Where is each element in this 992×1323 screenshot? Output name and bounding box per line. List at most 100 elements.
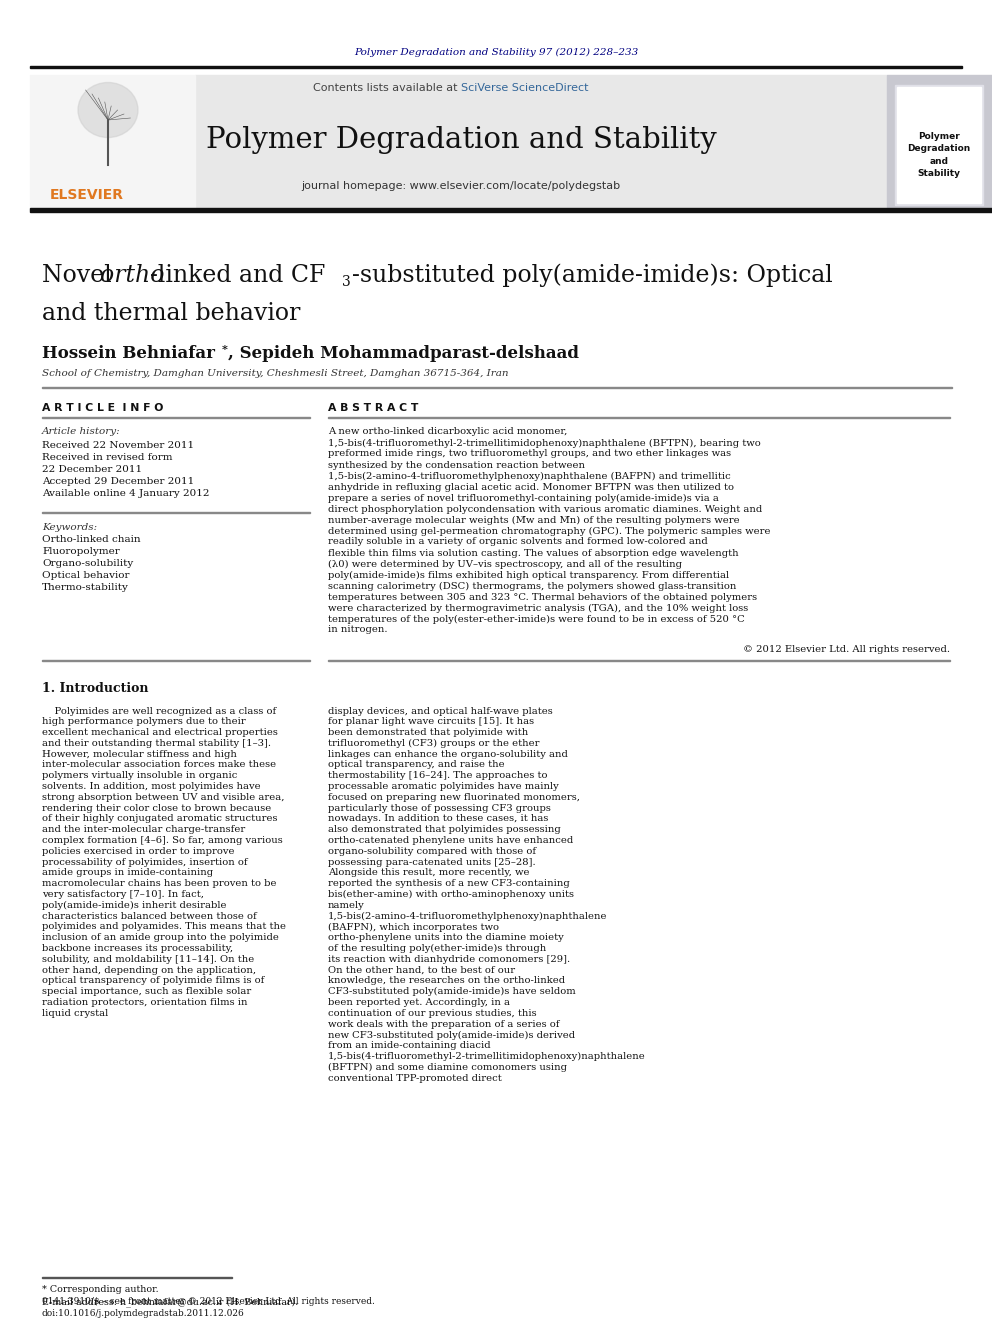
Text: (BAFPN), which incorporates two: (BAFPN), which incorporates two [328, 922, 499, 931]
Text: -substituted poly(amide-imide)s: Optical: -substituted poly(amide-imide)s: Optical [352, 263, 832, 287]
Text: solubility, and moldability [11–14]. On the: solubility, and moldability [11–14]. On … [42, 955, 254, 964]
Bar [30, 66, 962, 67]
Text: journal homepage: www.elsevier.com/locate/polydegstab: journal homepage: www.elsevier.com/locat… [302, 181, 621, 191]
Text: were characterized by thermogravimetric analysis (TGA), and the 10% weight loss: were characterized by thermogravimetric … [328, 603, 748, 613]
Text: amide groups in imide-containing: amide groups in imide-containing [42, 868, 213, 877]
Text: Fluoropolymer: Fluoropolymer [42, 548, 120, 557]
Text: solvents. In addition, most polyimides have: solvents. In addition, most polyimides h… [42, 782, 261, 791]
Text: Article history:: Article history: [42, 427, 121, 437]
Text: inclusion of an amide group into the polyimide: inclusion of an amide group into the pol… [42, 933, 279, 942]
Bar [195, 75, 887, 210]
Text: -linked and CF: -linked and CF [150, 263, 325, 287]
Text: 0141-3910/$ – see front matter © 2012 Elsevier Ltd. All rights reserved.: 0141-3910/$ – see front matter © 2012 El… [42, 1298, 375, 1307]
Text: Polymer Degradation and Stability 97 (2012) 228–233: Polymer Degradation and Stability 97 (20… [354, 48, 638, 57]
Text: in nitrogen.: in nitrogen. [328, 626, 388, 635]
Text: polymers virtually insoluble in organic: polymers virtually insoluble in organic [42, 771, 237, 781]
Text: display devices, and optical half-wave plates: display devices, and optical half-wave p… [328, 706, 553, 716]
Text: temperatures between 305 and 323 °C. Thermal behaviors of the obtained polymers: temperatures between 305 and 323 °C. The… [328, 593, 757, 602]
Text: flexible thin films via solution casting. The values of absorption edge waveleng: flexible thin films via solution casting… [328, 549, 739, 557]
Text: characteristics balanced between those of: characteristics balanced between those o… [42, 912, 257, 921]
Text: Contents lists available at: Contents lists available at [313, 83, 461, 93]
Text: Ortho-linked chain: Ortho-linked chain [42, 536, 141, 545]
Text: A B S T R A C T: A B S T R A C T [328, 404, 419, 413]
Text: high performance polymers due to their: high performance polymers due to their [42, 717, 246, 726]
Text: ortho: ortho [100, 263, 165, 287]
Text: direct phosphorylation polycondensation with various aromatic diamines. Weight a: direct phosphorylation polycondensation … [328, 504, 762, 513]
Text: School of Chemistry, Damghan University, Cheshmesli Street, Damghan 36715-364, I: School of Chemistry, Damghan University,… [42, 369, 509, 378]
Text: from an imide-containing diacid: from an imide-containing diacid [328, 1041, 491, 1050]
Text: special importance, such as flexible solar: special importance, such as flexible sol… [42, 987, 251, 996]
Bar [30, 75, 195, 210]
Text: polyimides and polyamides. This means that the: polyimides and polyamides. This means th… [42, 922, 286, 931]
Text: organo-solubility compared with those of: organo-solubility compared with those of [328, 847, 536, 856]
Text: been reported yet. Accordingly, in a: been reported yet. Accordingly, in a [328, 998, 510, 1007]
Text: excellent mechanical and electrical properties: excellent mechanical and electrical prop… [42, 728, 278, 737]
Text: complex formation [4–6]. So far, among various: complex formation [4–6]. So far, among v… [42, 836, 283, 845]
Text: knowledge, the researches on the ortho-linked: knowledge, the researches on the ortho-l… [328, 976, 565, 986]
Text: scanning calorimetry (DSC) thermograms, the polymers showed glass-transition: scanning calorimetry (DSC) thermograms, … [328, 581, 736, 590]
Text: thermostability [16–24]. The approaches to: thermostability [16–24]. The approaches … [328, 771, 548, 781]
Text: 3: 3 [342, 275, 351, 288]
Text: preformed imide rings, two trifluoromethyl groups, and two ether linkages was: preformed imide rings, two trifluorometh… [328, 450, 731, 459]
Text: optical transparency, and raise the: optical transparency, and raise the [328, 761, 505, 770]
Text: , Sepideh Mohammadparast-delshaad: , Sepideh Mohammadparast-delshaad [228, 344, 579, 361]
Text: optical transparency of polyimide films is of: optical transparency of polyimide films … [42, 976, 265, 986]
Text: 22 December 2011: 22 December 2011 [42, 464, 142, 474]
Text: possessing para-catenated units [25–28].: possessing para-catenated units [25–28]. [328, 857, 536, 867]
Text: Accepted 29 December 2011: Accepted 29 December 2011 [42, 476, 194, 486]
Text: CF3-substituted poly(amide-imide)s have seldom: CF3-substituted poly(amide-imide)s have … [328, 987, 575, 996]
Text: Received in revised form: Received in revised form [42, 452, 173, 462]
Text: SciVerse ScienceDirect: SciVerse ScienceDirect [461, 83, 588, 93]
Text: conventional TPP-promoted direct: conventional TPP-promoted direct [328, 1074, 502, 1082]
Text: policies exercised in order to improve: policies exercised in order to improve [42, 847, 234, 856]
Text: Available online 4 January 2012: Available online 4 January 2012 [42, 488, 209, 497]
Text: 1,5-bis(4-trifluoromethyl-2-trimellitimidophenoxy)naphthalene: 1,5-bis(4-trifluoromethyl-2-trimellitimi… [328, 1052, 646, 1061]
Text: processability of polyimides, insertion of: processability of polyimides, insertion … [42, 857, 248, 867]
Text: very satisfactory [7–10]. In fact,: very satisfactory [7–10]. In fact, [42, 890, 204, 900]
Text: particularly those of possessing CF3 groups: particularly those of possessing CF3 gro… [328, 803, 551, 812]
Text: 1,5-bis(2-amino-4-trifluoromethylphenoxy)naphthalene (BAFPN) and trimellitic: 1,5-bis(2-amino-4-trifluoromethylphenoxy… [328, 471, 731, 480]
Text: readily soluble in a variety of organic solvents and formed low-colored and: readily soluble in a variety of organic … [328, 537, 707, 546]
Text: prepare a series of novel trifluoromethyl-containing poly(amide-imide)s via a: prepare a series of novel trifluoromethy… [328, 493, 719, 503]
Text: also demonstrated that polyimides possessing: also demonstrated that polyimides posses… [328, 826, 560, 835]
Text: *: * [222, 344, 228, 355]
Text: of their highly conjugated aromatic structures: of their highly conjugated aromatic stru… [42, 815, 278, 823]
Text: © 2012 Elsevier Ltd. All rights reserved.: © 2012 Elsevier Ltd. All rights reserved… [743, 644, 950, 654]
Text: continuation of our previous studies, this: continuation of our previous studies, th… [328, 1009, 537, 1017]
Bar [30, 208, 992, 212]
Text: Polymer
Degradation
and
Stability: Polymer Degradation and Stability [908, 132, 970, 179]
Text: macromolecular chains has been proven to be: macromolecular chains has been proven to… [42, 880, 277, 888]
Text: work deals with the preparation of a series of: work deals with the preparation of a ser… [328, 1020, 559, 1029]
Text: processable aromatic polyimides have mainly: processable aromatic polyimides have mai… [328, 782, 558, 791]
Text: and thermal behavior: and thermal behavior [42, 302, 301, 324]
Text: other hand, depending on the application,: other hand, depending on the application… [42, 966, 256, 975]
Text: doi:10.1016/j.polymdegradstab.2011.12.026: doi:10.1016/j.polymdegradstab.2011.12.02… [42, 1308, 245, 1318]
Text: temperatures of the poly(ester-ether-imide)s were found to be in excess of 520 °: temperatures of the poly(ester-ether-imi… [328, 614, 745, 623]
Text: A new ortho-linked dicarboxylic acid monomer,: A new ortho-linked dicarboxylic acid mon… [328, 427, 567, 437]
Text: However, molecular stiffness and high: However, molecular stiffness and high [42, 750, 237, 758]
Text: linkages can enhance the organo-solubility and: linkages can enhance the organo-solubili… [328, 750, 567, 758]
Bar [887, 75, 992, 210]
Ellipse shape [78, 82, 138, 138]
Text: bis(ether-amine) with ortho-aminophenoxy units: bis(ether-amine) with ortho-aminophenoxy… [328, 890, 574, 900]
Text: poly(amide-imide)s inherit desirable: poly(amide-imide)s inherit desirable [42, 901, 226, 910]
Text: (λ0) were determined by UV–vis spectroscopy, and all of the resulting: (λ0) were determined by UV–vis spectrosc… [328, 560, 682, 569]
Text: liquid crystal: liquid crystal [42, 1009, 108, 1017]
Text: * Corresponding author.: * Corresponding author. [42, 1286, 159, 1294]
Text: ortho-phenylene units into the diamine moiety: ortho-phenylene units into the diamine m… [328, 933, 563, 942]
Text: focused on preparing new fluorinated monomers,: focused on preparing new fluorinated mon… [328, 792, 580, 802]
Text: Thermo-stability: Thermo-stability [42, 583, 129, 593]
Text: Alongside this result, more recently, we: Alongside this result, more recently, we [328, 868, 530, 877]
Text: 1,5-bis(2-amino-4-trifluoromethylphenoxy)naphthalene: 1,5-bis(2-amino-4-trifluoromethylphenoxy… [328, 912, 607, 921]
Text: ELSEVIER: ELSEVIER [50, 188, 124, 202]
Text: synthesized by the condensation reaction between: synthesized by the condensation reaction… [328, 460, 585, 470]
Text: and their outstanding thermal stability [1–3].: and their outstanding thermal stability … [42, 740, 271, 747]
Text: Polymer Degradation and Stability: Polymer Degradation and Stability [205, 126, 716, 153]
Text: and the inter-molecular charge-transfer: and the inter-molecular charge-transfer [42, 826, 245, 835]
Text: A R T I C L E  I N F O: A R T I C L E I N F O [42, 404, 164, 413]
Text: trifluoromethyl (CF3) groups or the ether: trifluoromethyl (CF3) groups or the ethe… [328, 738, 540, 747]
Text: its reaction with dianhydride comonomers [29].: its reaction with dianhydride comonomers… [328, 955, 570, 964]
Text: E-mail address: h_behniafar@du.ac.ir (H. Behniafar).: E-mail address: h_behniafar@du.ac.ir (H.… [42, 1297, 299, 1307]
Text: On the other hand, to the best of our: On the other hand, to the best of our [328, 966, 515, 975]
Text: inter-molecular association forces make these: inter-molecular association forces make … [42, 761, 276, 770]
